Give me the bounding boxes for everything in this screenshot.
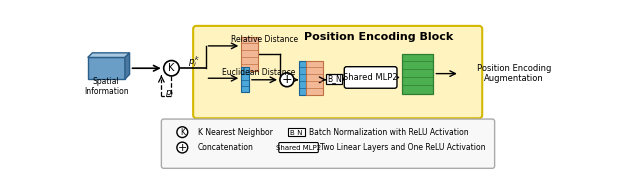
Circle shape [280,73,294,87]
Text: Batch Normalization with ReLU Activation: Batch Normalization with ReLU Activation [308,128,468,137]
Bar [298,61,307,95]
Text: K Nearest Neighbor: K Nearest Neighbor [198,128,273,137]
FancyBboxPatch shape [161,119,495,168]
Bar [241,67,249,92]
Polygon shape [88,53,129,57]
Bar [326,74,342,84]
Bar [288,128,305,136]
Bar [88,57,125,79]
Bar [241,37,259,70]
Text: K: K [180,128,185,137]
Text: +: + [282,73,292,86]
Text: Position Encoding
Augmentation: Position Encoding Augmentation [477,64,551,83]
Text: Shared MLP2: Shared MLP2 [343,73,398,82]
FancyBboxPatch shape [279,142,318,153]
Circle shape [177,127,188,138]
Text: $p_i$: $p_i$ [165,88,175,99]
Text: Shared MLP2: Shared MLP2 [276,145,321,150]
Text: Spatial
Information: Spatial Information [84,77,129,96]
Text: Euclidean Distance: Euclidean Distance [222,68,295,77]
FancyBboxPatch shape [344,67,397,88]
FancyBboxPatch shape [193,26,482,118]
Text: $p_i^k$: $p_i^k$ [188,54,200,69]
Bar [403,54,433,94]
Text: K: K [168,63,175,73]
Circle shape [164,61,179,76]
Text: Concatenation: Concatenation [198,143,253,152]
Text: Position Encoding Block: Position Encoding Block [304,32,453,42]
Bar [307,61,323,95]
Text: B_N: B_N [289,129,303,135]
Text: B_N: B_N [327,74,342,84]
Text: Two Linear Layers and One ReLU Activation: Two Linear Layers and One ReLU Activatio… [320,143,486,152]
Polygon shape [125,53,129,79]
Text: Relative Distance: Relative Distance [231,35,298,44]
Text: +: + [178,142,187,153]
Circle shape [177,142,188,153]
